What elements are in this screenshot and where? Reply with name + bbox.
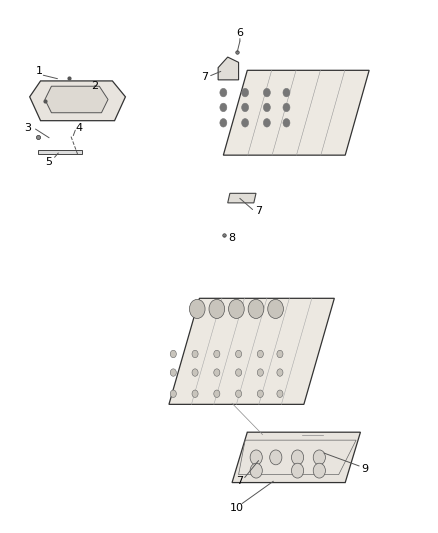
Circle shape (248, 300, 264, 318)
Circle shape (291, 463, 304, 478)
Circle shape (170, 369, 177, 376)
Circle shape (277, 369, 283, 376)
Polygon shape (223, 70, 369, 155)
Text: 3: 3 (24, 123, 31, 133)
Polygon shape (45, 86, 108, 113)
Circle shape (192, 390, 198, 398)
Circle shape (277, 350, 283, 358)
Circle shape (242, 88, 249, 97)
Circle shape (220, 103, 227, 112)
Text: 1: 1 (36, 67, 43, 76)
Polygon shape (169, 298, 334, 405)
Text: 4: 4 (75, 123, 82, 133)
Circle shape (192, 350, 198, 358)
Circle shape (236, 369, 242, 376)
Text: 7: 7 (237, 476, 244, 486)
Polygon shape (218, 57, 239, 80)
Text: 7: 7 (255, 206, 263, 216)
Circle shape (242, 118, 249, 127)
Circle shape (270, 450, 282, 465)
Circle shape (263, 118, 270, 127)
Circle shape (220, 118, 227, 127)
Text: 7: 7 (201, 71, 208, 82)
Circle shape (229, 300, 244, 318)
Text: 5: 5 (45, 157, 52, 166)
Text: 9: 9 (361, 464, 368, 474)
Circle shape (313, 450, 325, 465)
Circle shape (220, 88, 227, 97)
Circle shape (192, 369, 198, 376)
Text: 6: 6 (237, 28, 244, 38)
Text: 8: 8 (229, 233, 236, 244)
Text: 10: 10 (230, 503, 244, 513)
Circle shape (283, 103, 290, 112)
Circle shape (250, 463, 262, 478)
Circle shape (257, 369, 263, 376)
Circle shape (268, 300, 283, 318)
Circle shape (291, 450, 304, 465)
Circle shape (170, 390, 177, 398)
Circle shape (242, 103, 249, 112)
Polygon shape (228, 193, 256, 203)
Circle shape (214, 369, 220, 376)
Circle shape (250, 450, 262, 465)
Circle shape (263, 88, 270, 97)
Polygon shape (39, 150, 82, 154)
Circle shape (283, 88, 290, 97)
Circle shape (214, 350, 220, 358)
Circle shape (214, 390, 220, 398)
Circle shape (170, 350, 177, 358)
Circle shape (257, 390, 263, 398)
Circle shape (236, 390, 242, 398)
Circle shape (189, 300, 205, 318)
Circle shape (236, 350, 242, 358)
Circle shape (277, 390, 283, 398)
Circle shape (263, 103, 270, 112)
Circle shape (257, 350, 263, 358)
Circle shape (209, 300, 225, 318)
Circle shape (283, 118, 290, 127)
Polygon shape (232, 432, 360, 482)
Text: 2: 2 (92, 81, 99, 91)
Polygon shape (30, 81, 125, 120)
Circle shape (313, 463, 325, 478)
